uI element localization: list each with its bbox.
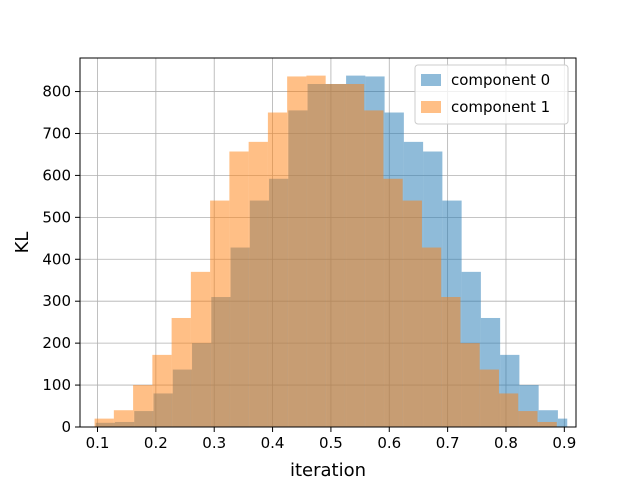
y-tick-label: 600 <box>42 166 71 184</box>
histogram-bar <box>133 385 153 427</box>
histogram-bar <box>229 151 249 428</box>
x-tick-label: 0.7 <box>436 434 460 452</box>
x-axis-ticks: 0.1 0.2 0.3 0.4 0.5 0.6 0.7 0.8 0.9 <box>86 427 576 452</box>
histogram-bar <box>383 178 403 427</box>
histogram-bar <box>210 200 230 427</box>
legend-swatch-component-1 <box>421 101 441 113</box>
y-axis-label: KL <box>12 232 33 254</box>
legend-swatch-component-0 <box>421 74 441 86</box>
histogram-bar <box>460 343 480 427</box>
histogram-bar <box>152 354 172 427</box>
y-axis-ticks: 0 100 200 300 400 500 600 700 800 <box>42 83 80 436</box>
histogram-bar <box>518 411 538 427</box>
histogram-bar <box>421 247 442 427</box>
histogram-bar <box>364 110 384 428</box>
histogram-bar <box>113 410 134 427</box>
y-tick-label: 0 <box>61 418 71 436</box>
histogram-bar <box>325 83 345 427</box>
x-tick-label: 0.8 <box>494 434 518 452</box>
histogram-bar <box>441 297 461 427</box>
histogram-bar <box>479 369 499 427</box>
x-tick-label: 0.4 <box>261 434 285 452</box>
y-tick-label: 700 <box>42 124 71 142</box>
x-tick-label: 0.1 <box>86 434 110 452</box>
y-tick-label: 400 <box>42 250 71 268</box>
y-tick-label: 200 <box>42 334 71 352</box>
legend-box <box>414 64 569 125</box>
histogram-bar <box>306 75 326 428</box>
x-tick-label: 0.2 <box>144 434 168 452</box>
histogram-bar <box>402 200 422 427</box>
series-component-1-bars <box>94 75 557 428</box>
x-tick-label: 0.9 <box>552 434 576 452</box>
histogram-bar <box>537 421 557 427</box>
x-tick-label: 0.5 <box>319 434 343 452</box>
legend: component 0 component 1 <box>414 64 569 125</box>
plot-frame <box>79 57 577 428</box>
y-tick-label: 300 <box>42 292 71 310</box>
y-tick-label: 800 <box>42 83 71 101</box>
legend-label-component-1: component 1 <box>451 98 550 116</box>
histogram-bar <box>287 76 307 427</box>
y-tick-label: 500 <box>42 208 71 226</box>
histogram-bar <box>557 418 568 427</box>
x-tick-label: 0.6 <box>377 434 401 452</box>
x-tick-label: 0.3 <box>202 434 226 452</box>
histogram-bar <box>267 112 288 428</box>
y-tick-label: 100 <box>42 376 71 394</box>
x-axis-label: iteration <box>290 460 366 480</box>
histogram-bar <box>171 317 191 427</box>
histogram-bar <box>498 393 519 427</box>
histogram-bar <box>190 271 211 427</box>
histogram-bar <box>344 83 365 427</box>
histogram-bar <box>94 418 114 427</box>
histogram-bar <box>248 141 268 427</box>
legend-label-component-0: component 0 <box>451 71 550 89</box>
